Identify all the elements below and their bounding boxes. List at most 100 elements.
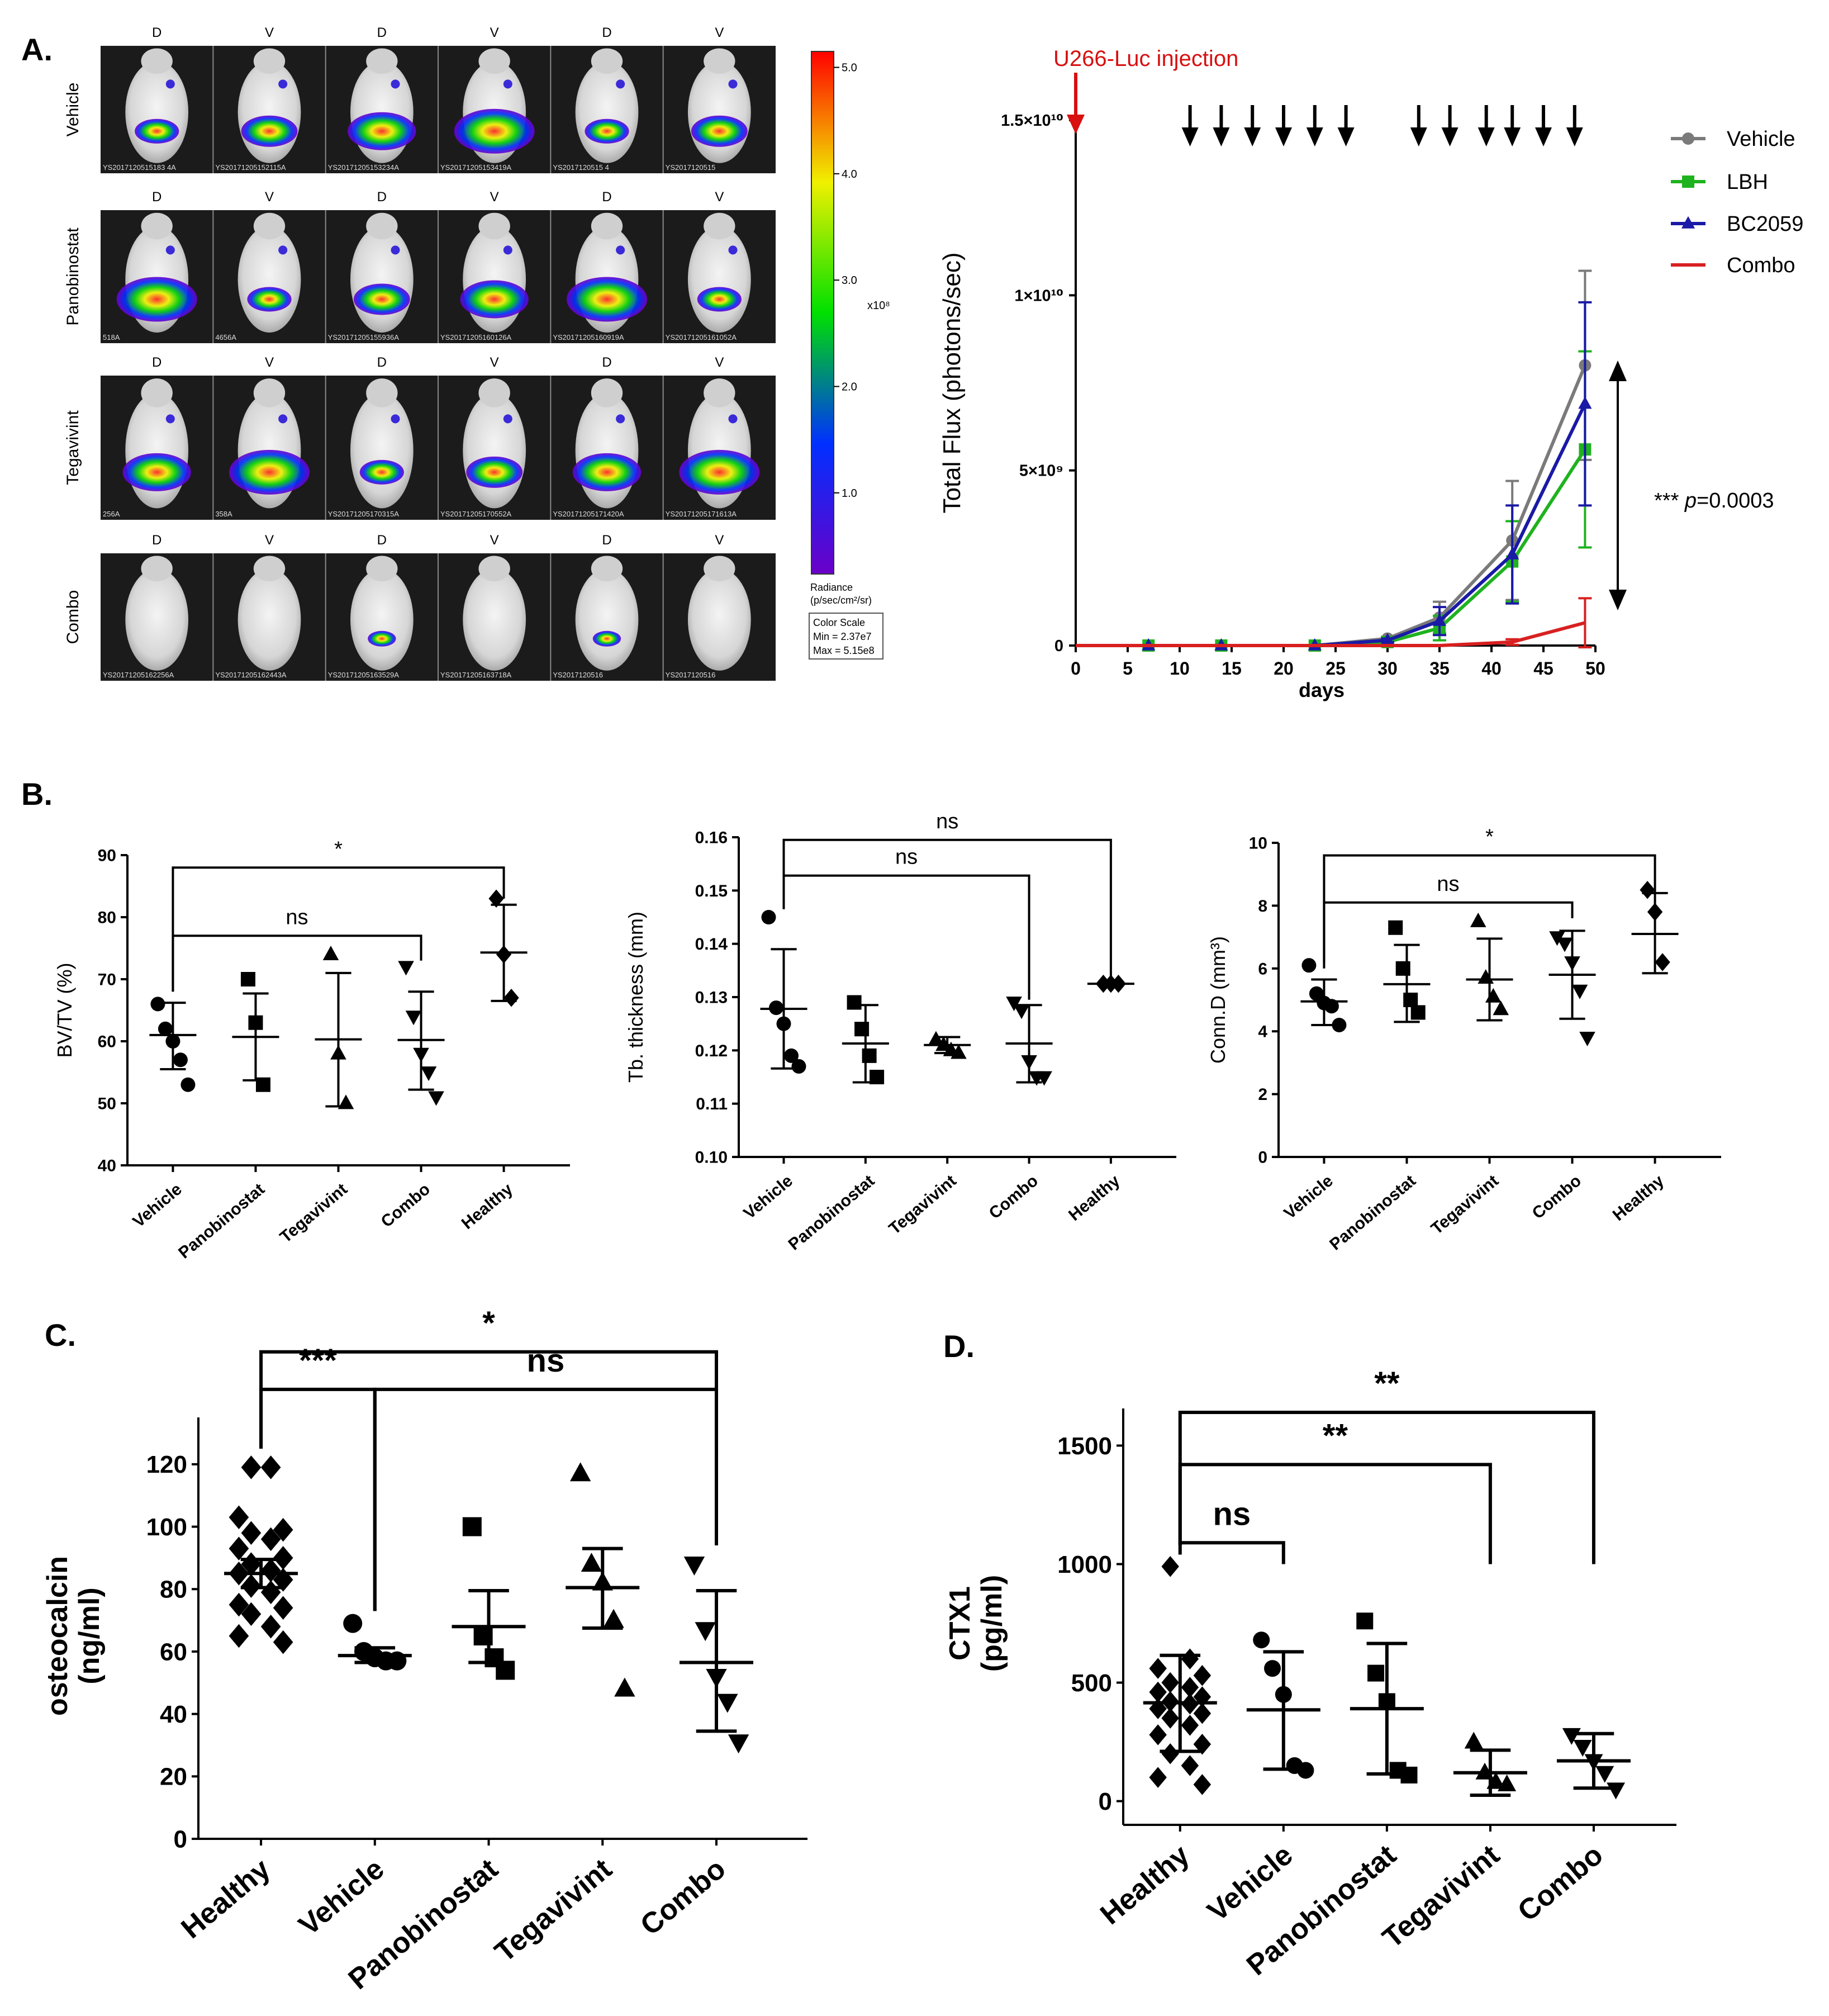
treatment-arrow-head bbox=[1504, 127, 1521, 146]
y-tick-label: 1×10¹⁰ bbox=[1014, 287, 1063, 305]
mouse-head bbox=[141, 378, 173, 407]
x-tick-label: 30 bbox=[1377, 658, 1398, 679]
y-axis-label: osteocalcin bbox=[41, 1556, 74, 1716]
image-id: YS20171205171613A bbox=[666, 510, 737, 518]
data-point bbox=[229, 1536, 249, 1560]
category-label-panobinostat: Panobinostat bbox=[1326, 1171, 1419, 1254]
mouse-head bbox=[253, 48, 286, 74]
x-tick-label: 50 bbox=[1585, 658, 1605, 679]
data-point bbox=[569, 1462, 591, 1482]
y-axis-label: Conn.D (mm³) bbox=[1206, 936, 1229, 1064]
y-tick-label: 4 bbox=[1258, 1023, 1267, 1041]
view-label: D bbox=[602, 25, 611, 40]
mouse-head bbox=[366, 212, 398, 240]
treatment-arrow-head bbox=[1410, 127, 1427, 146]
data-point bbox=[420, 1066, 437, 1081]
colorbar-tick-label: 5.0 bbox=[842, 62, 857, 74]
signal-spot bbox=[454, 108, 535, 154]
y-tick-label: 6 bbox=[1258, 960, 1267, 978]
mouse-head bbox=[591, 212, 623, 240]
signal-spot bbox=[697, 287, 742, 312]
series-line-combo bbox=[1076, 621, 1586, 647]
mouse-body bbox=[350, 226, 414, 333]
data-point bbox=[1264, 1660, 1281, 1677]
signal-spot bbox=[165, 79, 175, 89]
x-tick-label: 40 bbox=[1481, 658, 1502, 679]
data-point bbox=[1149, 1767, 1167, 1788]
legend-marker bbox=[1682, 132, 1694, 145]
data-point bbox=[761, 910, 776, 924]
data-point bbox=[1493, 1000, 1509, 1016]
data-point bbox=[695, 1622, 716, 1642]
data-point bbox=[241, 1521, 262, 1545]
view-label: V bbox=[490, 25, 499, 40]
data-point bbox=[405, 1011, 422, 1026]
category-label-tegavivint: Tegavivint bbox=[489, 1853, 618, 1968]
significance-arrow-head-up bbox=[1609, 360, 1627, 381]
image-id: YS20171205153419A bbox=[440, 163, 512, 172]
colorbar-tick-label: 1.0 bbox=[842, 487, 857, 500]
mouse-head bbox=[141, 212, 173, 240]
data-point bbox=[503, 989, 519, 1007]
colorbar-tick-label: 3.0 bbox=[842, 274, 857, 287]
signal-spot bbox=[122, 453, 191, 491]
significance-label: ns bbox=[527, 1343, 565, 1379]
mouse-head bbox=[253, 556, 286, 582]
significance-label: ns bbox=[895, 846, 918, 869]
data-point bbox=[1193, 1665, 1212, 1686]
data-point bbox=[273, 1630, 293, 1654]
treatment-arrow-head bbox=[1441, 127, 1459, 146]
view-label: V bbox=[715, 355, 724, 370]
data-point bbox=[862, 1048, 877, 1063]
signal-spot bbox=[278, 245, 288, 255]
signal-spot bbox=[359, 459, 404, 485]
panel-label-a: A. bbox=[21, 32, 53, 67]
treatment-arrow-head bbox=[1181, 127, 1199, 146]
significance-bracket bbox=[172, 935, 422, 992]
data-point bbox=[1478, 969, 1494, 984]
data-point bbox=[1181, 1755, 1199, 1776]
data-point bbox=[1655, 953, 1670, 971]
y-tick-label: 100 bbox=[146, 1514, 187, 1541]
data-point bbox=[1036, 1071, 1052, 1086]
mouse-head bbox=[704, 378, 735, 407]
image-id: YS20171205170552A bbox=[440, 510, 512, 518]
y-tick-label: 90 bbox=[98, 847, 116, 865]
data-point bbox=[1388, 920, 1403, 935]
y-axis-label-unit: (pg/ml) bbox=[976, 1575, 1008, 1672]
significance-stars: *** bbox=[1654, 489, 1685, 513]
image-id: YS2017120515183 4A bbox=[103, 163, 176, 172]
view-label: V bbox=[715, 533, 724, 548]
data-point bbox=[1161, 1555, 1179, 1577]
mouse-head bbox=[366, 378, 398, 407]
data-point bbox=[1181, 1648, 1199, 1669]
data-point bbox=[1161, 1672, 1179, 1694]
y-tick-label: 2 bbox=[1258, 1085, 1267, 1104]
legend-label-combo: Combo bbox=[1727, 254, 1795, 277]
data-point bbox=[1464, 1732, 1483, 1749]
x-tick-label: 25 bbox=[1326, 658, 1346, 679]
treatment-arrow-head bbox=[1244, 127, 1261, 146]
data-point bbox=[150, 997, 165, 1012]
significance-bracket bbox=[782, 838, 1112, 979]
data-point bbox=[1403, 993, 1418, 1007]
signal-spot bbox=[247, 287, 292, 312]
mouse-head bbox=[704, 212, 735, 240]
color-scale-title: Color Scale bbox=[813, 617, 865, 628]
significance-bracket bbox=[1178, 1541, 1285, 1564]
series-point-bc2059 bbox=[1380, 633, 1395, 646]
data-point bbox=[1573, 1740, 1592, 1757]
data-point bbox=[180, 1077, 196, 1092]
series-line-bc2059 bbox=[1076, 403, 1587, 647]
image-id: YS20171205163529A bbox=[328, 671, 400, 679]
signal-spot bbox=[616, 79, 625, 89]
colorbar-tick-label: 4.0 bbox=[842, 168, 857, 181]
image-id: YS20171205171420A bbox=[553, 510, 624, 518]
data-point bbox=[1161, 1707, 1179, 1729]
view-label: D bbox=[377, 189, 387, 205]
signal-spot bbox=[466, 456, 523, 488]
series-point-bc2059 bbox=[1432, 613, 1447, 626]
imaging-row-label-tegavivint: Tegavivint bbox=[64, 410, 82, 485]
signal-spot bbox=[592, 630, 621, 647]
